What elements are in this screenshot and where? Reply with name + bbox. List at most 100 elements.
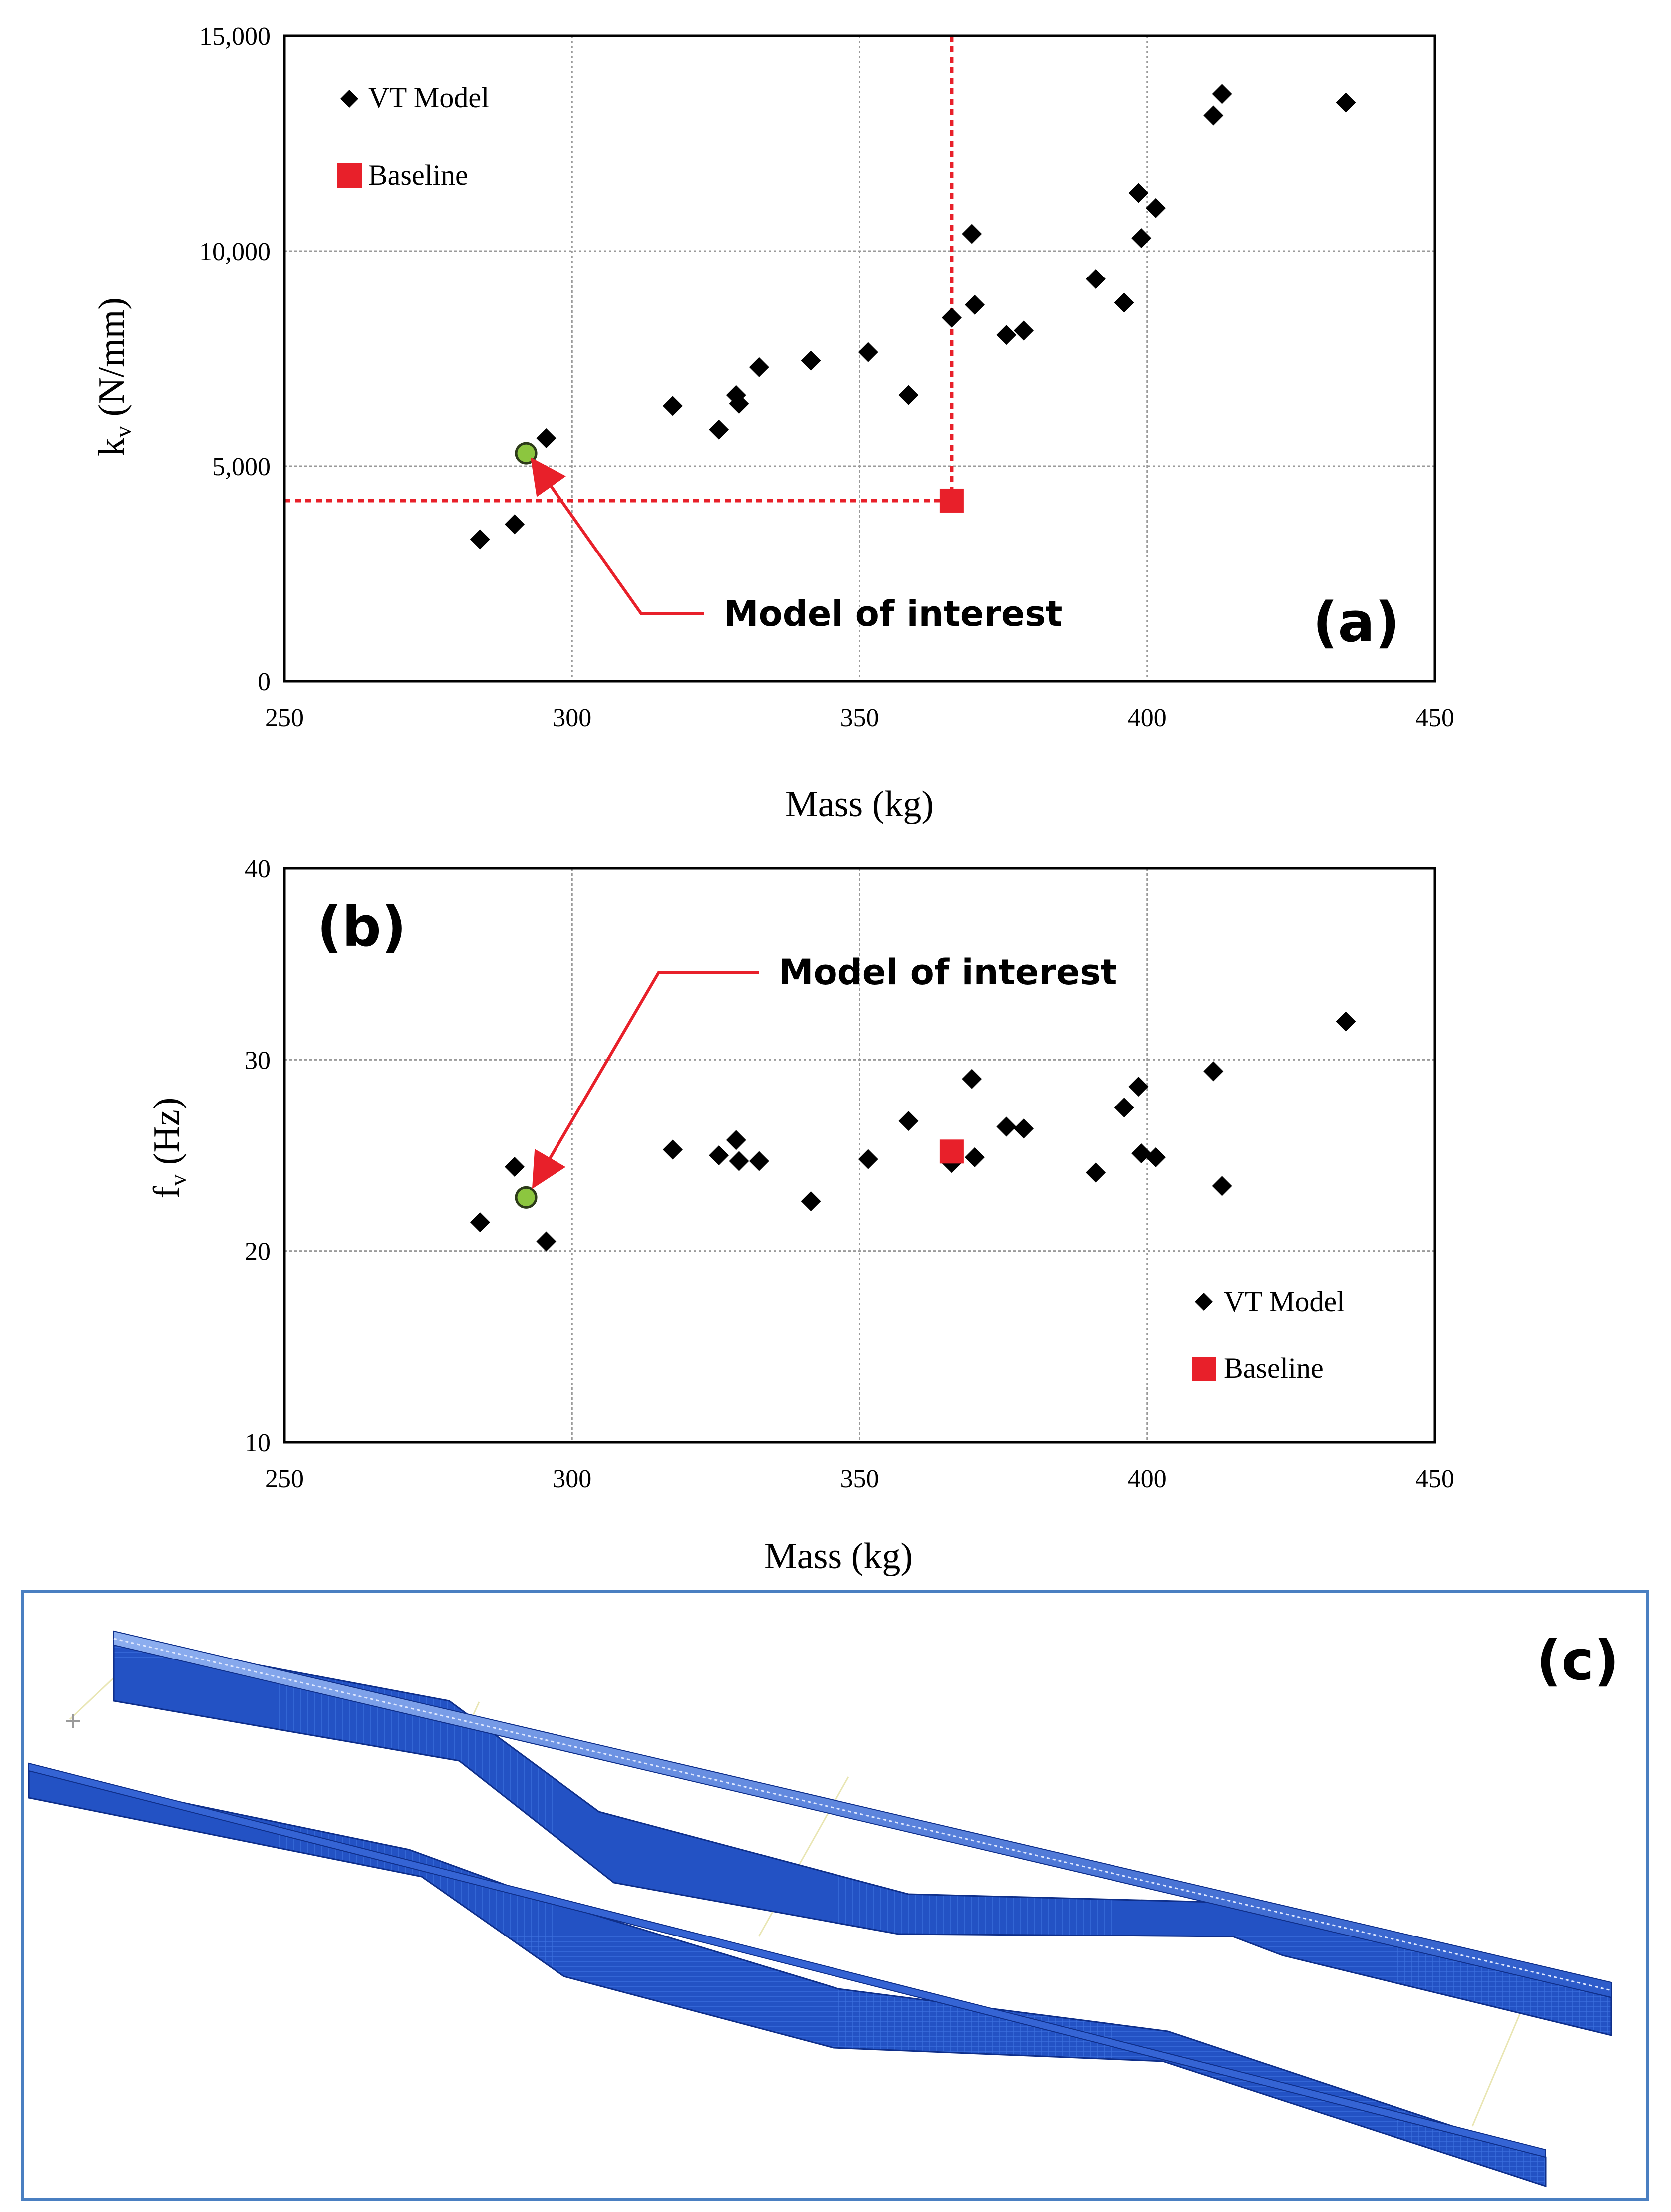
panel-label-b: (b)	[317, 895, 406, 959]
x-tick-label: 450	[1415, 704, 1454, 732]
chart-panel-a: 0 5,000 10,000 15,000 250 300 350 400 450 VT Mo…	[91, 22, 1454, 825]
vt-model-point	[965, 294, 985, 315]
vt-model-point	[1086, 1162, 1106, 1183]
y-tick-label: 10,000	[199, 238, 271, 266]
plot-frame-b	[283, 867, 1436, 1444]
vt-model-point	[962, 224, 982, 244]
vt-model-point	[1114, 1098, 1134, 1118]
legend-baseline-label: Baseline	[368, 159, 468, 191]
baseline-point	[939, 1139, 964, 1164]
points-b	[470, 1011, 1356, 1252]
vt-model-point	[505, 514, 525, 535]
vt-model-point	[1203, 1061, 1224, 1082]
vt-model-point	[470, 529, 490, 550]
vt-model-point	[1336, 92, 1356, 113]
vt-model-point	[536, 428, 557, 448]
vt-model-point	[965, 1147, 985, 1167]
legend-b: VT Model Baseline	[1192, 1285, 1345, 1384]
annotation-arrow-a	[531, 457, 704, 615]
x-tick-label: 450	[1415, 1465, 1454, 1493]
origin-marker-icon: +	[64, 1708, 82, 1733]
annotation-arrow-b	[532, 971, 759, 1189]
legend-baseline-marker	[1192, 1357, 1216, 1381]
legend-a: VT Model Baseline	[337, 81, 489, 191]
vt-model-point	[729, 394, 749, 414]
x-tick-label: 350	[840, 1465, 879, 1493]
vt-model-point	[1086, 269, 1106, 289]
points-a	[470, 84, 1356, 550]
vt-model-point	[709, 1145, 729, 1165]
vt-model-point	[996, 1116, 1017, 1137]
y-tick-labels-a: 0 5,000 10,000 15,000	[199, 22, 271, 696]
model-of-interest-point	[515, 442, 538, 465]
x-tick-label: 300	[553, 704, 591, 732]
x-tick-label: 400	[1128, 1465, 1167, 1493]
vt-model-point	[1146, 1147, 1166, 1167]
vt-model-point	[858, 342, 878, 362]
upper-beam-edge	[113, 1638, 1612, 1991]
vt-model-point	[1212, 1176, 1232, 1196]
legend-baseline-marker	[337, 163, 362, 188]
vt-model-point	[801, 350, 821, 371]
baseline-reference-lines	[284, 36, 954, 503]
vt-model-point	[536, 1231, 557, 1252]
x-tick-labels-a: 250 300 350 400 450	[265, 704, 1454, 732]
vt-model-point	[726, 1130, 746, 1150]
chart-panel-b: 10 20 30 40 250 300 350 400 450 VT Model Baseli…	[146, 855, 1454, 1577]
legend-vt-label: VT Model	[1224, 1285, 1345, 1318]
annotation-a: Model of interest	[531, 457, 1063, 634]
lower-beam-web	[28, 1770, 1547, 2188]
x-tick-labels-b: 250 300 350 400 450	[265, 1465, 1454, 1493]
grid-b	[284, 868, 1435, 1442]
legend-baseline-label: Baseline	[1224, 1352, 1324, 1384]
vt-model-point	[1128, 183, 1149, 203]
vt-model-point	[1013, 1118, 1034, 1139]
x-tick-label: 300	[553, 1465, 591, 1493]
vt-model-point	[662, 396, 683, 416]
model-of-interest-point	[515, 1186, 538, 1209]
legend-vt-marker	[1195, 1293, 1213, 1311]
vt-model-point	[801, 1191, 821, 1211]
grid-a	[284, 36, 1435, 681]
y-tick-label: 10	[245, 1429, 271, 1457]
x-tick-label: 350	[840, 704, 879, 732]
y-axis-label-a: kv (N/mm)	[91, 297, 136, 456]
upper-beam-web	[113, 1637, 1612, 2036]
y-tick-label: 40	[245, 855, 271, 883]
vt-model-point	[1114, 292, 1134, 313]
vt-model-point	[962, 1069, 982, 1089]
y-axis-label-b: fv (Hz)	[146, 1098, 191, 1199]
y-tick-label: 15,000	[199, 22, 271, 51]
vt-model-point	[898, 385, 919, 405]
y-tick-label: 20	[245, 1238, 271, 1266]
y-tick-labels-b: 10 20 30 40	[245, 855, 271, 1457]
x-tick-label: 250	[265, 704, 304, 732]
vt-model-point	[996, 325, 1017, 345]
y-tick-label: 30	[245, 1046, 271, 1075]
lower-beam-flange	[28, 1762, 1546, 2158]
x-tick-label: 400	[1128, 704, 1167, 732]
panel-label-a: (a)	[1313, 590, 1400, 654]
vt-model-point	[898, 1111, 919, 1131]
vt-model-point	[749, 1151, 769, 1171]
x-tick-label: 250	[265, 1465, 304, 1493]
y-tick-label: 5,000	[212, 453, 271, 481]
panel-label-c: (c)	[1536, 1629, 1619, 1692]
vt-model-point	[1131, 228, 1152, 249]
vt-model-point	[1013, 320, 1034, 341]
vt-model-point	[729, 1151, 749, 1171]
baseline-point	[939, 488, 964, 513]
annotation-b: Model of interest	[532, 952, 1117, 1189]
vt-model-point	[941, 307, 962, 328]
vt-model-point	[1146, 198, 1166, 218]
vt-model-point	[1128, 1077, 1149, 1097]
fe-model-panel-c: + (c)	[21, 1590, 1649, 2201]
vt-model-point	[749, 357, 769, 377]
legend-vt-label: VT Model	[368, 81, 489, 114]
annotation-label-a: Model of interest	[724, 593, 1063, 634]
vt-model-point	[1212, 84, 1232, 104]
vt-model-point	[709, 419, 729, 440]
legend-vt-marker	[340, 90, 358, 108]
x-axis-label-b: Mass (kg)	[764, 1536, 913, 1577]
